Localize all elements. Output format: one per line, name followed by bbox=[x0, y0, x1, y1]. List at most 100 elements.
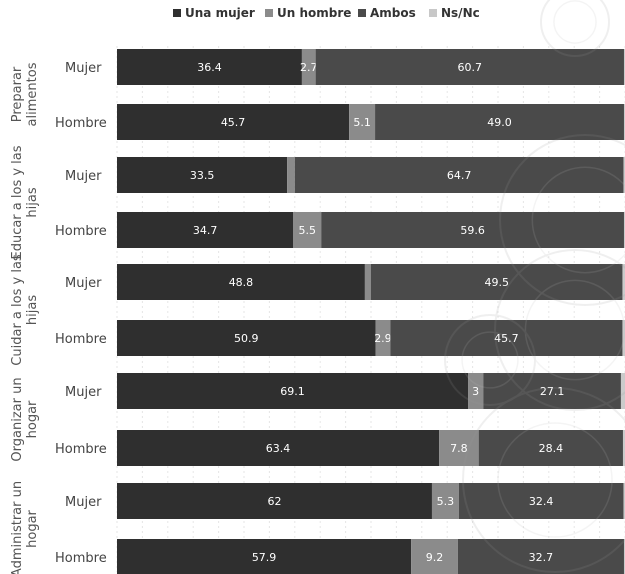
bar-segment bbox=[117, 373, 469, 409]
data-label: 45.7 bbox=[221, 116, 246, 129]
data-label: 59.6 bbox=[460, 224, 485, 237]
pattern-ring bbox=[462, 387, 625, 573]
data-label: 3 bbox=[472, 385, 479, 398]
legend-label: Un hombre bbox=[277, 6, 351, 20]
bar-segment bbox=[622, 264, 625, 300]
bar-segment bbox=[117, 157, 288, 193]
bar-segment bbox=[117, 483, 432, 519]
bar-segment bbox=[117, 264, 365, 300]
row-label: Mujer bbox=[65, 61, 102, 76]
group-label-line: Administrar un bbox=[10, 481, 25, 574]
pattern-ring bbox=[553, 0, 597, 44]
group-label-line: hogar bbox=[25, 400, 40, 438]
data-label: 32.4 bbox=[529, 495, 554, 508]
bar-segment bbox=[622, 320, 625, 356]
data-label: 36.4 bbox=[197, 61, 222, 74]
data-label: 2.7 bbox=[300, 61, 318, 74]
bar-segment bbox=[622, 430, 625, 466]
data-label: 5.1 bbox=[353, 116, 371, 129]
row-label: Hombre bbox=[55, 116, 107, 131]
pattern-ring bbox=[461, 331, 519, 389]
bar-segment bbox=[315, 49, 624, 85]
legend-label: Una mujer bbox=[185, 6, 255, 20]
bar-segment bbox=[483, 373, 621, 409]
row-label: Mujer bbox=[65, 169, 102, 184]
group-label-line: Preparar bbox=[10, 66, 25, 122]
bar-segment bbox=[117, 49, 302, 85]
data-label: 49.5 bbox=[484, 276, 509, 289]
group-label-line: hijas bbox=[25, 295, 40, 325]
legend-swatch bbox=[265, 9, 273, 17]
bar-segment bbox=[623, 104, 625, 140]
data-label: 5.5 bbox=[298, 224, 316, 237]
pattern-ring bbox=[494, 249, 625, 411]
data-label: 32.7 bbox=[529, 551, 554, 564]
legend-swatch bbox=[173, 9, 181, 17]
data-label: 27.1 bbox=[540, 385, 565, 398]
bar-segment bbox=[321, 212, 624, 248]
bar-segment bbox=[349, 104, 376, 140]
row-label: Hombre bbox=[55, 551, 107, 566]
data-label: 60.7 bbox=[458, 61, 483, 74]
bar-segment bbox=[458, 483, 624, 519]
bar-segment bbox=[623, 212, 625, 248]
legend-label: Ns/Nc bbox=[441, 6, 480, 20]
row-label: Mujer bbox=[65, 276, 102, 291]
row-label: Mujer bbox=[65, 495, 102, 510]
bar-segment bbox=[293, 212, 322, 248]
bar-segment bbox=[117, 430, 440, 466]
data-label: 62 bbox=[267, 495, 281, 508]
data-label: 57.9 bbox=[252, 551, 277, 564]
group-label: Educar a los y las hijas bbox=[10, 145, 40, 259]
data-label: 7.8 bbox=[450, 442, 468, 455]
data-label: 5.3 bbox=[437, 495, 455, 508]
data-label: 50.9 bbox=[234, 332, 259, 345]
bar-segment bbox=[117, 212, 294, 248]
pattern-ring bbox=[444, 314, 536, 406]
bar-segment bbox=[301, 49, 316, 85]
bar-segment bbox=[431, 483, 459, 519]
data-label: 63.4 bbox=[266, 442, 291, 455]
group-label-line: alimentos bbox=[25, 62, 40, 126]
data-label: 45.7 bbox=[494, 332, 519, 345]
pattern-ring bbox=[499, 134, 625, 306]
data-label: 28.4 bbox=[539, 442, 564, 455]
data-label: 69.1 bbox=[280, 385, 305, 398]
decorative-pattern bbox=[444, 0, 625, 573]
bar-segment bbox=[364, 264, 371, 300]
row-label: Hombre bbox=[55, 332, 107, 347]
group-label: Administrar un hogar bbox=[10, 481, 40, 574]
bar-segment bbox=[390, 320, 623, 356]
bar-segment bbox=[623, 483, 625, 519]
legend-swatch bbox=[358, 9, 366, 17]
group-label: Organizar un hogar bbox=[10, 377, 40, 461]
bar-segment bbox=[375, 104, 624, 140]
bar-segment bbox=[457, 539, 624, 574]
bar-segment bbox=[287, 157, 295, 193]
pattern-ring bbox=[531, 166, 625, 274]
bar-segment bbox=[371, 264, 623, 300]
row-label: Hombre bbox=[55, 224, 107, 239]
bar-segment bbox=[478, 430, 623, 466]
bar-segment bbox=[294, 157, 624, 193]
bar-segment bbox=[623, 49, 625, 85]
bar-segment bbox=[375, 320, 391, 356]
group-label-line: Educar a los y las bbox=[10, 145, 25, 259]
bar-segment bbox=[468, 373, 484, 409]
row-label: Mujer bbox=[65, 385, 102, 400]
row-label: Hombre bbox=[55, 442, 107, 457]
legend-swatch bbox=[429, 9, 437, 17]
bar-segment bbox=[117, 104, 350, 140]
data-label: 49.0 bbox=[487, 116, 512, 129]
data-label: 34.7 bbox=[193, 224, 218, 237]
group-label-line: hijas bbox=[25, 187, 40, 217]
group-label: Cuidar a los y las hijas bbox=[10, 254, 40, 366]
bar-segment bbox=[117, 539, 412, 574]
bar-segment bbox=[623, 157, 625, 193]
pattern-ring bbox=[540, 0, 610, 57]
data-label: 2.9 bbox=[374, 332, 392, 345]
group-label-line: Organizar un bbox=[10, 377, 25, 461]
group-label: Preparar alimentos bbox=[10, 62, 40, 126]
